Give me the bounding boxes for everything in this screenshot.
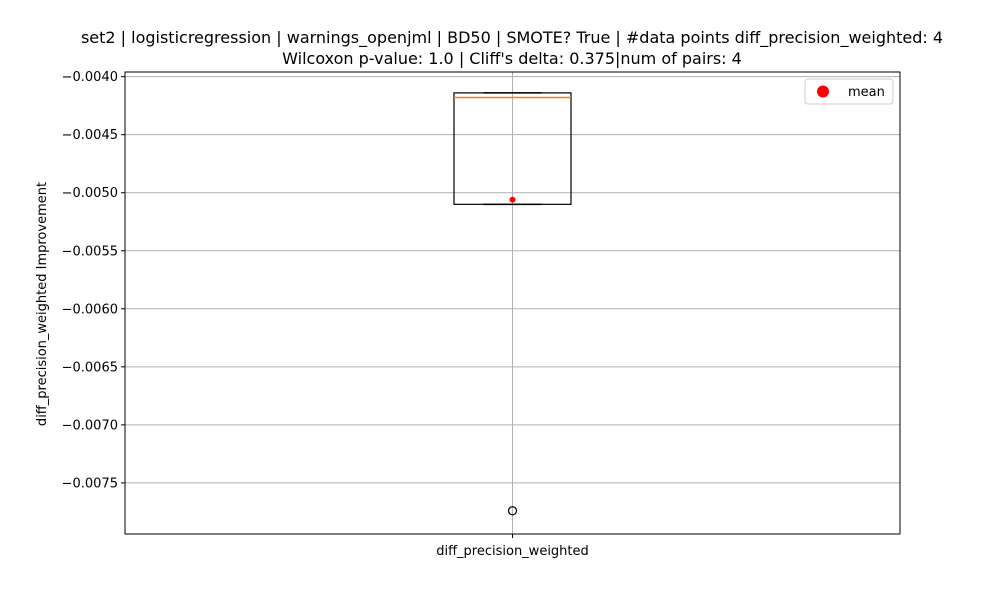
axes: −0.0040 −0.0045 −0.0050 −0.0055 −0.0060 −0.00…	[62, 70, 901, 559]
y-tick-label: −0.0050	[62, 186, 118, 201]
mean-marker	[509, 196, 516, 203]
legend: mean	[804, 78, 894, 105]
y-axis-label: diff_precision_weighted Improvement	[35, 182, 50, 426]
box-plot-marks	[453, 92, 572, 516]
chart-title-line2: Wilcoxon p-value: 1.0 | Cliff's delta: 0…	[282, 49, 742, 68]
y-tick-label: −0.0060	[62, 302, 118, 317]
legend-frame	[804, 78, 894, 105]
y-tick-label: −0.0065	[62, 360, 118, 375]
grid-lines	[125, 72, 900, 534]
legend-mean-marker	[817, 85, 829, 98]
y-tick-label: −0.0075	[62, 476, 118, 491]
chart-title-line1: set2 | logisticregression | warnings_ope…	[81, 28, 943, 48]
legend-mean-label: mean	[848, 85, 885, 100]
y-tick-label: −0.0055	[62, 244, 118, 259]
y-tick-label: −0.0045	[62, 128, 118, 143]
outlier-point	[507, 506, 518, 516]
y-tick-label: −0.0070	[62, 418, 118, 433]
x-tick-label: diff_precision_weighted	[436, 544, 589, 559]
y-tick-label: −0.0040	[62, 70, 118, 85]
